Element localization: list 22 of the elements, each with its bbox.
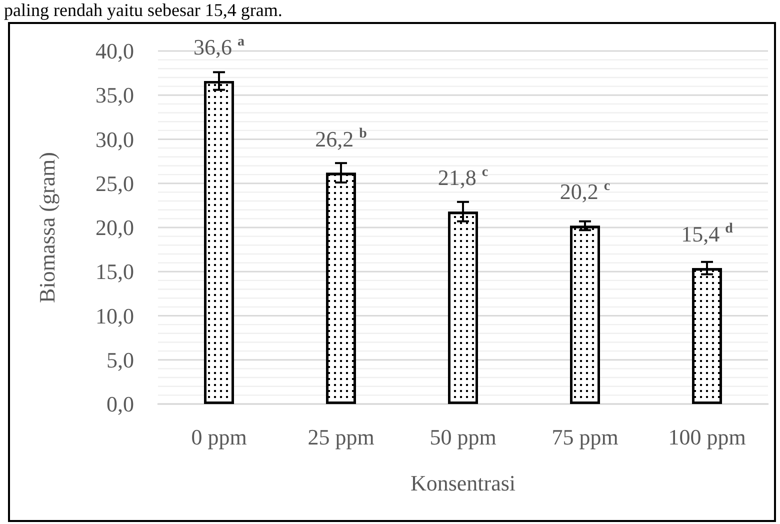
data-label: 20,2 c — [560, 179, 610, 204]
x-tick-label: 100 ppm — [668, 424, 746, 450]
x-tick-label: 50 ppm — [430, 424, 496, 450]
y-tick-label: 35,0 — [96, 82, 134, 108]
y-tick-label: 0,0 — [106, 392, 134, 416]
data-label: 26,2 b — [315, 126, 368, 152]
y-tick-label: 30,0 — [96, 126, 134, 152]
y-tick-label: 25,0 — [96, 170, 134, 196]
x-tick-label: 0 ppm — [191, 424, 247, 450]
y-axis-title: Biomassa (gram) — [34, 152, 60, 303]
y-tick-label: 40,0 — [96, 38, 134, 64]
data-label: 21,8 c — [438, 165, 488, 190]
y-tick-label: 20,0 — [96, 215, 134, 240]
y-tick-label: 5,0 — [106, 347, 134, 372]
y-tick-label: 10,0 — [96, 303, 134, 328]
y-tick-label: 15,0 — [96, 259, 134, 284]
x-tick-label: 25 ppm — [308, 424, 374, 450]
data-label: 15,4 d — [681, 222, 734, 247]
text: paling rendah yaitu sebesar 15,4 gram. — [4, 0, 282, 20]
data-label: 36,6 a — [194, 34, 244, 60]
x-axis-title: Konsentrasi — [410, 470, 516, 496]
x-tick-label: 75 ppm — [552, 424, 618, 450]
